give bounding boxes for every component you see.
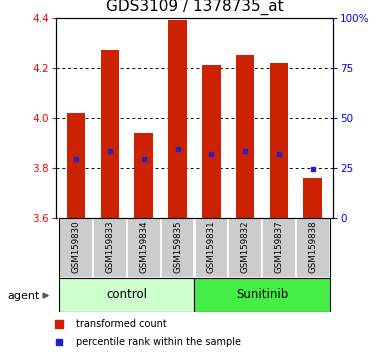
Bar	[161, 218, 194, 278]
Text: transformed count: transformed count	[76, 319, 167, 329]
Bar	[59, 218, 93, 278]
Text: control: control	[106, 288, 147, 301]
Text: Sunitinib: Sunitinib	[236, 288, 288, 301]
Bar	[262, 218, 296, 278]
Bar	[236, 55, 254, 218]
Text: GSM159835: GSM159835	[173, 220, 182, 273]
Bar	[100, 50, 119, 218]
Text: GSM159831: GSM159831	[207, 220, 216, 273]
Bar	[270, 63, 288, 218]
Text: GSM159830: GSM159830	[72, 220, 80, 273]
Bar	[228, 218, 262, 278]
Bar	[127, 218, 161, 278]
Bar	[59, 278, 194, 312]
Bar	[296, 218, 330, 278]
Bar	[93, 218, 127, 278]
Text: percentile rank within the sample: percentile rank within the sample	[76, 337, 241, 347]
Text: GSM159833: GSM159833	[105, 220, 114, 273]
Bar	[194, 218, 228, 278]
Bar	[67, 113, 85, 218]
Text: GSM159838: GSM159838	[308, 220, 317, 273]
Bar	[303, 178, 322, 218]
Bar	[194, 278, 330, 312]
Bar	[168, 20, 187, 218]
Text: agent: agent	[7, 291, 39, 301]
Title: GDS3109 / 1378735_at: GDS3109 / 1378735_at	[105, 0, 283, 15]
Text: GSM159834: GSM159834	[139, 220, 148, 273]
Bar	[134, 133, 153, 218]
Text: GSM159832: GSM159832	[241, 220, 249, 273]
Bar	[202, 65, 221, 218]
Text: GSM159837: GSM159837	[275, 220, 283, 273]
